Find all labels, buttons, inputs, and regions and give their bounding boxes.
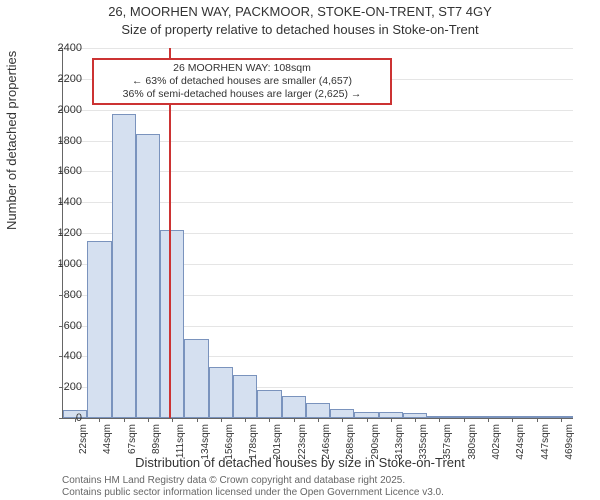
xtick-label: 111sqm [175, 424, 186, 474]
xtick-label: 89sqm [151, 424, 162, 474]
xtick-mark [197, 418, 198, 422]
xtick-mark [318, 418, 319, 422]
xtick-mark [488, 418, 489, 422]
xtick-label: 246sqm [321, 424, 332, 474]
annot-line3: 36% of semi-detached houses are larger (… [100, 88, 384, 101]
xtick-label: 134sqm [200, 424, 211, 474]
histogram-bar [87, 241, 111, 418]
histogram-bar [184, 339, 208, 418]
annot-line2: ← 63% of detached houses are smaller (4,… [100, 75, 384, 88]
xtick-label: 22sqm [78, 424, 89, 474]
xtick-mark [537, 418, 538, 422]
ytick-label: 1800 [32, 135, 82, 147]
ytick-label: 400 [32, 350, 82, 362]
ytick-label: 800 [32, 289, 82, 301]
xtick-label: 447sqm [540, 424, 551, 474]
histogram-bar [257, 390, 281, 418]
ytick-label: 200 [32, 381, 82, 393]
histogram-bar [112, 114, 136, 418]
xtick-label: 290sqm [370, 424, 381, 474]
ytick-label: 600 [32, 320, 82, 332]
annot-line1: 26 MOORHEN WAY: 108sqm [100, 62, 384, 75]
xtick-mark [269, 418, 270, 422]
xtick-mark [148, 418, 149, 422]
ytick-label: 0 [32, 412, 82, 424]
ytick-label: 1000 [32, 258, 82, 270]
xtick-label: 44sqm [102, 424, 113, 474]
xtick-label: 380sqm [467, 424, 478, 474]
xtick-mark [245, 418, 246, 422]
xtick-mark [294, 418, 295, 422]
xtick-label: 156sqm [224, 424, 235, 474]
chart-title-sub: Size of property relative to detached ho… [0, 22, 600, 37]
histogram-bar [209, 367, 233, 418]
xtick-label: 335sqm [418, 424, 429, 474]
xtick-label: 424sqm [515, 424, 526, 474]
y-axis-label: Number of detached properties [4, 51, 19, 230]
xtick-label: 402sqm [491, 424, 502, 474]
xtick-mark [221, 418, 222, 422]
ytick-label: 1200 [32, 227, 82, 239]
histogram-bar [233, 375, 257, 418]
xtick-mark [342, 418, 343, 422]
xtick-mark [415, 418, 416, 422]
xtick-label: 201sqm [272, 424, 283, 474]
histogram-bar [136, 134, 160, 418]
histogram-bar [160, 230, 184, 418]
xtick-label: 357sqm [442, 424, 453, 474]
xtick-label: 223sqm [297, 424, 308, 474]
gridline [63, 48, 573, 49]
xtick-label: 67sqm [127, 424, 138, 474]
xtick-mark [464, 418, 465, 422]
xtick-label: 469sqm [564, 424, 575, 474]
xtick-label: 178sqm [248, 424, 259, 474]
xtick-mark [99, 418, 100, 422]
xtick-label: 268sqm [345, 424, 356, 474]
gridline [63, 110, 573, 111]
xtick-mark [172, 418, 173, 422]
xtick-mark [391, 418, 392, 422]
chart-container: 26, MOORHEN WAY, PACKMOOR, STOKE-ON-TREN… [0, 0, 600, 500]
histogram-bar [330, 409, 354, 418]
ytick-label: 2400 [32, 42, 82, 54]
xtick-mark [512, 418, 513, 422]
chart-title-main: 26, MOORHEN WAY, PACKMOOR, STOKE-ON-TREN… [0, 4, 600, 19]
ytick-label: 2000 [32, 104, 82, 116]
xtick-mark [124, 418, 125, 422]
footer-line-2: Contains public sector information licen… [62, 487, 444, 498]
histogram-bar [306, 403, 330, 418]
histogram-bar [282, 396, 306, 418]
xtick-mark [561, 418, 562, 422]
xtick-label: 313sqm [394, 424, 405, 474]
ytick-label: 2200 [32, 73, 82, 85]
xtick-mark [367, 418, 368, 422]
annotation-box: 26 MOORHEN WAY: 108sqm← 63% of detached … [92, 58, 392, 105]
ytick-label: 1400 [32, 196, 82, 208]
ytick-label: 1600 [32, 165, 82, 177]
footer-line-1: Contains HM Land Registry data © Crown c… [62, 475, 405, 486]
xtick-mark [439, 418, 440, 422]
